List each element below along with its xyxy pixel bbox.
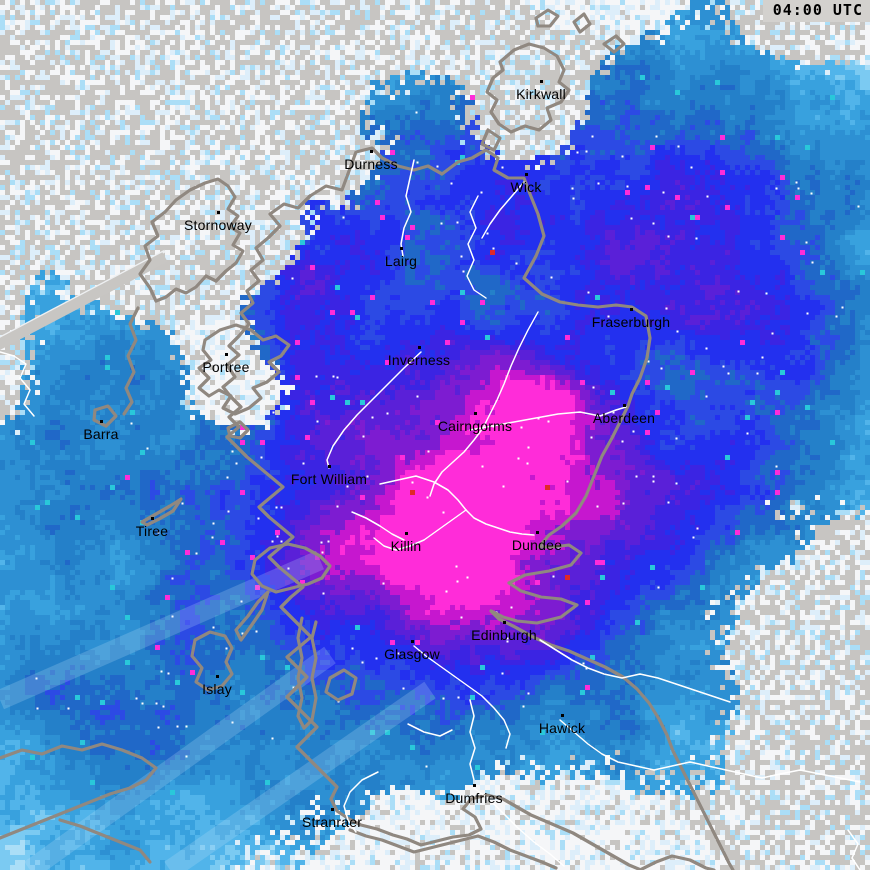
city-label-cairngorms: Cairngorms [437, 418, 513, 434]
city-label-edinburgh: Edinburgh [471, 627, 537, 643]
city-label-stranraer: Stranraer [301, 814, 363, 830]
city-label-hawick: Hawick [538, 720, 586, 736]
city-label-fort-william: Fort William [290, 471, 368, 487]
city-label-killin: Killin [390, 538, 422, 554]
city-label-kirkwall: Kirkwall [516, 86, 566, 102]
city-label-islay: Islay [202, 681, 232, 697]
city-label-durness: Durness [344, 156, 398, 172]
city-label-aberdeen: Aberdeen [592, 410, 656, 426]
city-label-barra: Barra [83, 426, 119, 442]
city-label-dumfries: Dumfries [445, 790, 503, 806]
city-label-glasgow: Glasgow [384, 646, 440, 662]
city-label-wick: Wick [510, 179, 542, 195]
city-label-lairg: Lairg [384, 253, 418, 269]
city-label-tiree: Tiree [135, 523, 169, 539]
city-label-inverness: Inverness [387, 352, 451, 368]
timestamp-badge: 04:00 UTC [762, 0, 870, 22]
city-label-stornoway: Stornoway [184, 217, 252, 233]
city-label-dundee: Dundee [511, 537, 563, 553]
city-label-portree: Portree [202, 359, 250, 375]
city-label-fraserburgh: Fraserburgh [591, 314, 671, 330]
